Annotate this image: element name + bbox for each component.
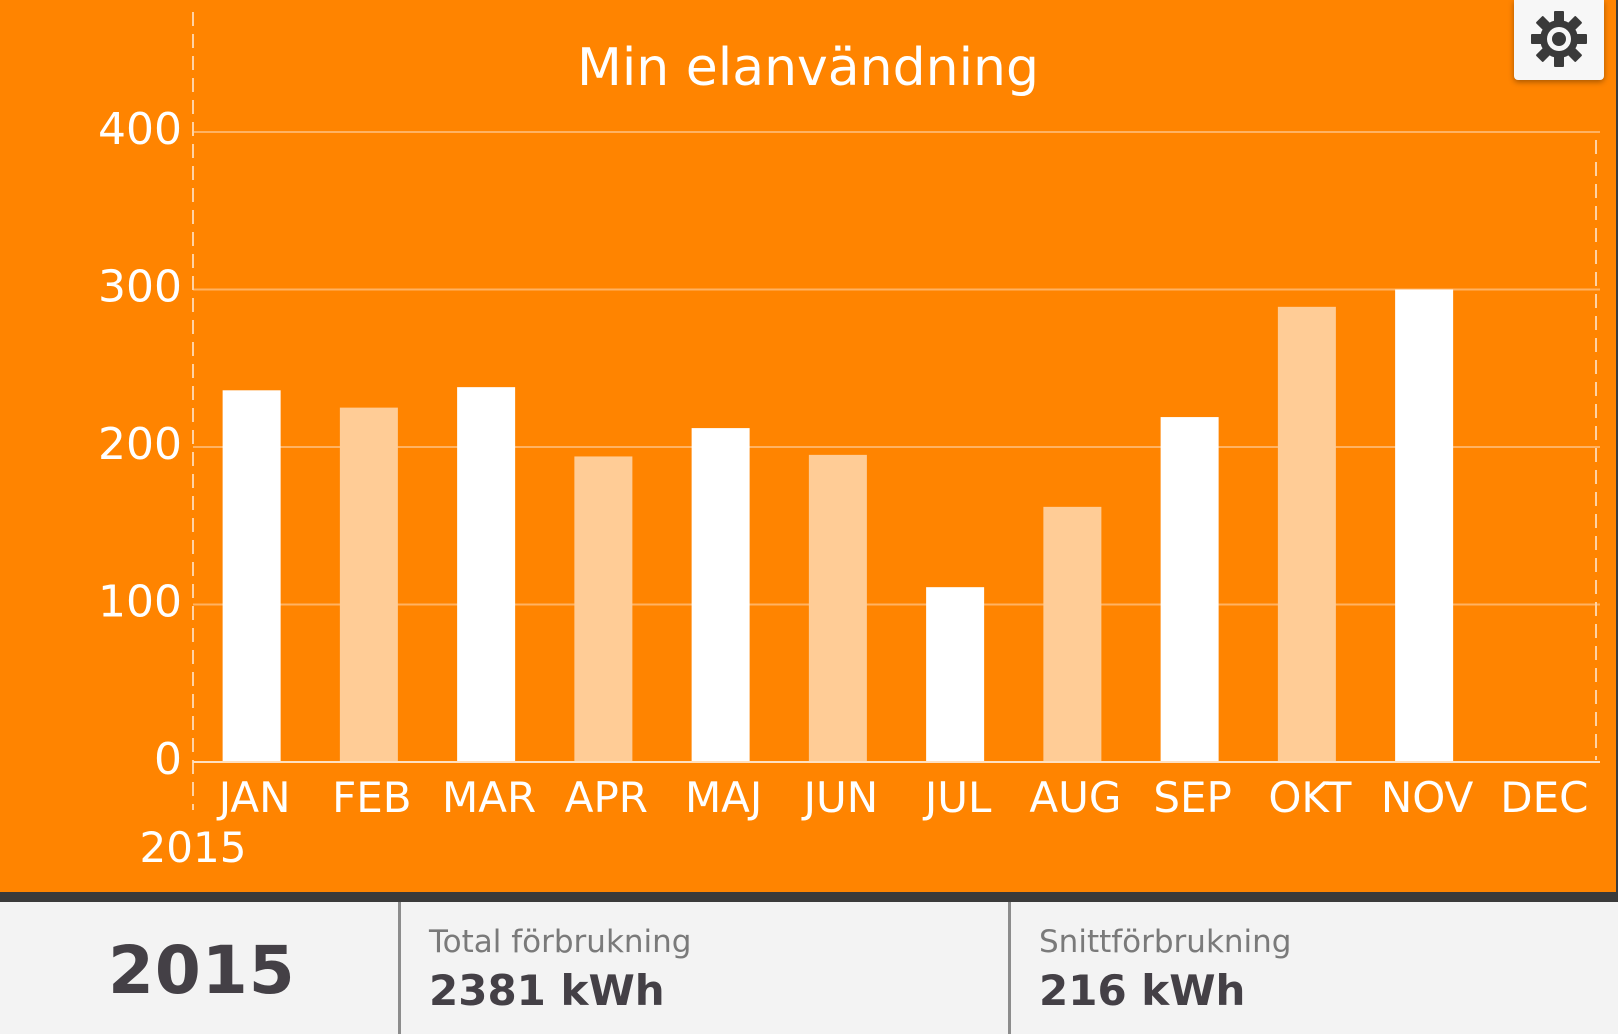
x-tick-label: SEP bbox=[1153, 773, 1232, 822]
footer-divider bbox=[398, 902, 401, 1034]
axes bbox=[192, 12, 1600, 810]
chart-title: Min elanvändning bbox=[576, 38, 1040, 98]
y-tick-label: 200 bbox=[98, 419, 182, 470]
average-consumption-cell: Snittförbrukning 216 kWh bbox=[1011, 902, 1618, 1034]
y-tick-label: 400 bbox=[98, 104, 182, 155]
y-tick-label: 100 bbox=[98, 577, 182, 628]
x-tick-label: APR bbox=[565, 773, 648, 822]
settings-button[interactable] bbox=[1514, 0, 1604, 80]
gridlines bbox=[193, 131, 1600, 606]
total-consumption-label: Total förbrukning bbox=[429, 924, 692, 960]
bar-apr bbox=[574, 456, 633, 762]
y-tick-label: 0 bbox=[154, 734, 182, 785]
x-tick-label: FEB bbox=[332, 773, 412, 822]
bar-mar bbox=[457, 387, 516, 762]
bar-okt bbox=[1277, 306, 1336, 762]
x-tick-label: NOV bbox=[1381, 773, 1474, 822]
consumption-bar-chart: 0 100 200 300 400 JAN FEB MAR APR MAJ JUN JUL AUG SEP… bbox=[98, 12, 1600, 872]
bar-maj bbox=[691, 428, 750, 762]
bar-jan bbox=[222, 390, 281, 762]
footer-divider bbox=[1008, 902, 1011, 1034]
x-tick-label: JUL bbox=[922, 773, 992, 822]
bar-feb bbox=[339, 407, 398, 762]
tick-labels: 0 100 200 300 400 JAN FEB MAR APR MAJ JUN JUL AUG SEP… bbox=[98, 104, 1588, 872]
bars bbox=[222, 289, 1454, 762]
x-tick-label: AUG bbox=[1029, 773, 1121, 822]
y-tick-label: 300 bbox=[98, 262, 182, 313]
x-tick-label: OKT bbox=[1268, 773, 1351, 822]
total-consumption-value: 2381 kWh bbox=[429, 966, 665, 1015]
gear-icon bbox=[1531, 11, 1587, 67]
x-tick-label: MAR bbox=[442, 773, 536, 822]
total-consumption-cell: Total förbrukning 2381 kWh bbox=[401, 902, 1008, 1034]
bar-sep bbox=[1160, 417, 1219, 762]
chart-panel: 0 100 200 300 400 JAN FEB MAR APR MAJ JUN JUL AUG SEP… bbox=[0, 0, 1616, 892]
average-consumption-label: Snittförbrukning bbox=[1039, 924, 1292, 960]
x-tick-label: JUN bbox=[801, 773, 879, 822]
bar-jul bbox=[926, 587, 985, 762]
footer-year-cell[interactable]: 2015 bbox=[0, 902, 398, 1034]
bar-nov bbox=[1395, 289, 1454, 762]
x-axis-year-label: 2015 bbox=[140, 823, 247, 872]
average-consumption-value: 216 kWh bbox=[1039, 966, 1246, 1015]
x-tick-label: MAJ bbox=[685, 773, 762, 822]
x-tick-label: DEC bbox=[1500, 773, 1588, 822]
x-tick-label: JAN bbox=[216, 773, 291, 822]
bar-aug bbox=[1043, 506, 1102, 762]
footer-year: 2015 bbox=[108, 932, 296, 1009]
summary-footer: 2015 Total förbrukning 2381 kWh Snittför… bbox=[0, 902, 1618, 1034]
bar-jun bbox=[808, 454, 867, 762]
